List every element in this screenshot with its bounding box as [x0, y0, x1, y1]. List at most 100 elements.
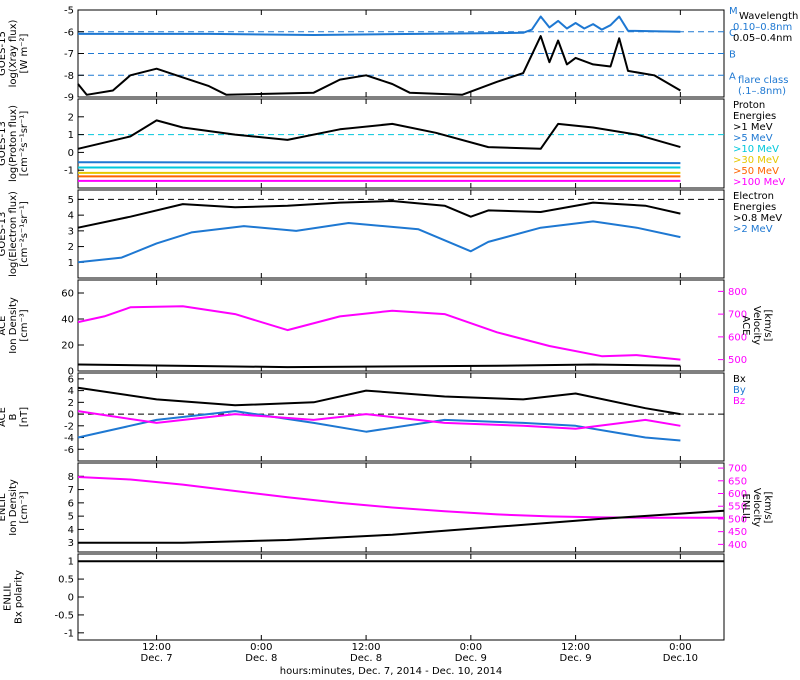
right-y-axis-label: ACE	[740, 316, 751, 336]
y-tick-label: 4	[68, 386, 74, 397]
right-y-tick-label: 500	[728, 355, 747, 366]
y-tick-label: 0	[68, 593, 74, 604]
y-tick-label: 5	[68, 512, 74, 523]
legend-entry: Bz	[733, 396, 745, 407]
y-tick-label: -9	[64, 93, 74, 104]
y-tick-label: 60	[61, 289, 74, 300]
y-tick-label: -2	[64, 421, 74, 432]
y-axis-label: [cm⁻²s⁻¹sr⁻¹]	[19, 201, 30, 267]
x-axis-label: hours:minutes, Dec. 7, 2014 - Dec. 10, 2…	[280, 666, 502, 677]
y-tick-label: 2	[68, 398, 74, 409]
panel-frame	[77, 462, 725, 553]
panel-frame	[77, 279, 725, 372]
right-y-tick-label: 400	[728, 540, 747, 551]
x-tick-label: Dec. 8	[245, 653, 277, 664]
y-tick-label: -6	[64, 27, 74, 38]
y-tick-label: -8	[64, 71, 74, 82]
y-axis-label: GOES-13	[0, 212, 8, 257]
panel-goes13e: 1 2 3 4 5 GOES-13 log(Electron flux) [cm⁻²s⁻¹sr…	[0, 189, 782, 279]
legend-entry: flare class	[738, 75, 788, 86]
legend-entry: 0.10–0.8nm	[733, 22, 792, 33]
series-goes15	[77, 35, 681, 96]
y-axis-label: GOES-15	[0, 31, 8, 76]
y-tick-label: 20	[61, 341, 74, 352]
y-tick-label: 0	[68, 367, 74, 378]
legend-entry: >5 MeV	[733, 133, 773, 144]
y-axis-label: [W m⁻²]	[19, 33, 30, 73]
panel-frame	[77, 372, 725, 462]
right-y-axis-label: Velocity	[751, 306, 762, 345]
legend-entry: Proton	[733, 100, 765, 111]
y-tick-label: 7	[68, 485, 74, 496]
right-y-tick-label: 600	[728, 332, 747, 343]
y-axis-label: Bx polarity	[14, 570, 25, 624]
x-tick-label: Dec.10	[663, 653, 698, 664]
series-bz	[77, 410, 681, 430]
x-tick-label: 12:00	[142, 642, 171, 653]
x-tick-label: Dec. 9	[560, 653, 592, 664]
y-tick-label: -1	[64, 166, 74, 177]
x-tick-label: Dec. 7	[141, 653, 173, 664]
y-tick-label: 2	[68, 112, 74, 123]
series--2-mev	[77, 220, 681, 264]
legend-entry: >10 MeV	[733, 144, 779, 155]
series-bx	[77, 386, 681, 416]
y-tick-label: 1	[68, 258, 74, 269]
legend-entry: >1 MeV	[733, 122, 773, 133]
flare-class-label: M	[729, 6, 738, 17]
series--5-mev	[77, 161, 681, 165]
legend-entry: >2 MeV	[733, 224, 773, 235]
y-tick-label: 3	[68, 538, 74, 549]
x-tick-label: Dec. 8	[350, 653, 382, 664]
panel-enlil_bx: -1 -0.5 0 0.5 1 ENLIL Bx polarity	[3, 553, 725, 641]
legend-entry: 0.05–0.4nm	[733, 33, 792, 44]
y-tick-label: -5	[64, 6, 74, 17]
y-tick-label: 6	[68, 498, 74, 509]
legend-entry: >50 MeV	[733, 166, 779, 177]
y-tick-label: -6	[64, 445, 74, 456]
y-axis-label: [cm⁻²s⁻¹sr⁻¹]	[19, 111, 30, 177]
right-y-tick-label: 600	[728, 489, 747, 500]
legend-entry: Energies	[733, 202, 776, 213]
y-axis-label: Ion Density	[8, 479, 19, 536]
x-tick-label: 0:00	[250, 642, 272, 653]
y-axis-label: [cm⁻³]	[19, 491, 30, 523]
legend-entry: (.1–.8nm)	[738, 86, 786, 97]
y-axis-label: GOES-13	[0, 121, 8, 166]
y-tick-label: 3	[68, 226, 74, 237]
y-axis-label: ENLIL	[3, 583, 14, 611]
y-axis-label: log(Xray flux)	[8, 20, 19, 88]
series-velocity	[77, 476, 724, 519]
y-tick-label: 4	[68, 525, 74, 536]
series--1-mev	[77, 119, 681, 150]
panel-frame	[77, 553, 725, 641]
y-axis-label: log(Electron flux)	[8, 191, 19, 277]
series--0-8-mev	[77, 200, 681, 229]
legend-entry: Energies	[733, 111, 776, 122]
y-tick-label: 5	[68, 195, 74, 206]
y-tick-label: 1	[68, 130, 74, 141]
legend-entry: By	[733, 385, 746, 396]
right-y-tick-label: 550	[728, 502, 747, 513]
right-y-tick-label: 700	[728, 310, 747, 321]
series-ion-density	[77, 363, 681, 369]
legend-entry: Electron	[733, 191, 774, 202]
flare-class-label: C	[729, 28, 736, 39]
legend-entry: Bx	[733, 374, 746, 385]
series-velocity	[77, 305, 681, 361]
y-tick-label: 6	[68, 374, 74, 385]
right-y-tick-label: 650	[728, 476, 747, 487]
y-tick-label: 0.5	[58, 575, 74, 586]
right-y-tick-label: 700	[728, 464, 747, 475]
x-tick-label: 0:00	[460, 642, 482, 653]
right-y-tick-label: 500	[728, 514, 747, 525]
legend-entry: >100 MeV	[733, 177, 785, 188]
y-tick-label: 4	[68, 211, 74, 222]
right-y-axis-label: ENLIL	[740, 494, 751, 522]
y-tick-label: -1	[64, 628, 74, 639]
